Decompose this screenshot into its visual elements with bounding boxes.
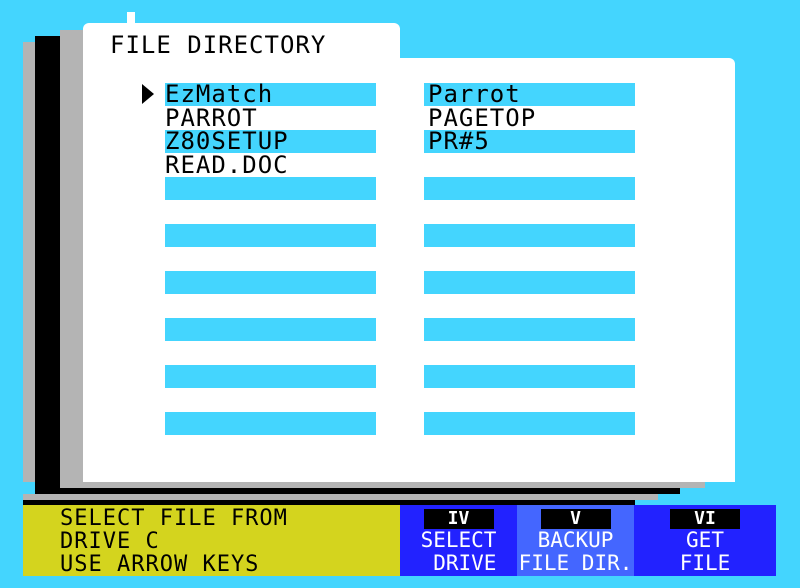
get-file-button[interactable]: VI GET FILE (634, 505, 776, 576)
button-line-2: FILE DIR. (518, 551, 633, 575)
folder-panel (83, 58, 735, 482)
button-line-1: GET (686, 528, 724, 552)
row-stripe (424, 130, 635, 153)
file-item[interactable]: PAGETOP (428, 103, 537, 132)
row-stripe (165, 177, 376, 200)
page-bottom-black (35, 488, 680, 494)
backup-file-dir-button[interactable]: V BACKUP FILE DIR. (517, 505, 634, 576)
page-shadow-gray (60, 30, 83, 488)
page-shadow-black (35, 36, 60, 500)
button-line-2: DRIVE (420, 551, 497, 575)
select-drive-button[interactable]: IV SELECT DRIVE (400, 505, 517, 576)
status-line-3: USE ARROW KEYS (60, 552, 260, 577)
page-bottom-black (23, 500, 635, 505)
status-line-2: DRIVE C (60, 529, 160, 554)
file-item[interactable]: Parrot (428, 80, 521, 108)
file-item[interactable]: EzMatch (165, 80, 274, 108)
page-bottom-gray (60, 482, 705, 488)
status-line-1: SELECT FILE FROM (60, 506, 288, 531)
folder-tab-marker (127, 12, 135, 24)
button-line-1: BACKUP (537, 528, 614, 552)
page-shadow-gray (23, 42, 35, 482)
button-line-1: SELECT (420, 528, 497, 552)
row-stripe (424, 83, 635, 106)
row-stripe (424, 365, 635, 388)
row-stripe (165, 83, 376, 106)
file-item[interactable]: READ.DOC (165, 150, 289, 179)
status-bar (23, 505, 400, 576)
key-label: IV (423, 509, 494, 529)
page-bottom-gray (23, 494, 658, 500)
row-stripe (165, 271, 376, 294)
row-stripe (165, 224, 376, 247)
page-title: FILE DIRECTORY (110, 31, 327, 59)
folder-tab (83, 23, 400, 63)
row-stripe (424, 271, 635, 294)
key-label: V (540, 509, 611, 529)
row-stripe (424, 177, 635, 200)
row-stripe (165, 365, 376, 388)
row-stripe (424, 318, 635, 341)
row-stripe (165, 412, 376, 435)
selection-arrow-icon (142, 84, 154, 104)
row-stripe (165, 130, 376, 153)
row-stripe (424, 412, 635, 435)
button-line-2: FILE (679, 551, 731, 575)
file-item[interactable]: PR#5 (428, 127, 490, 155)
file-item[interactable]: PARROT (165, 103, 258, 132)
row-stripe (165, 318, 376, 341)
row-stripe (424, 224, 635, 247)
key-label: VI (670, 509, 740, 529)
file-item[interactable]: Z80SETUP (165, 127, 289, 155)
